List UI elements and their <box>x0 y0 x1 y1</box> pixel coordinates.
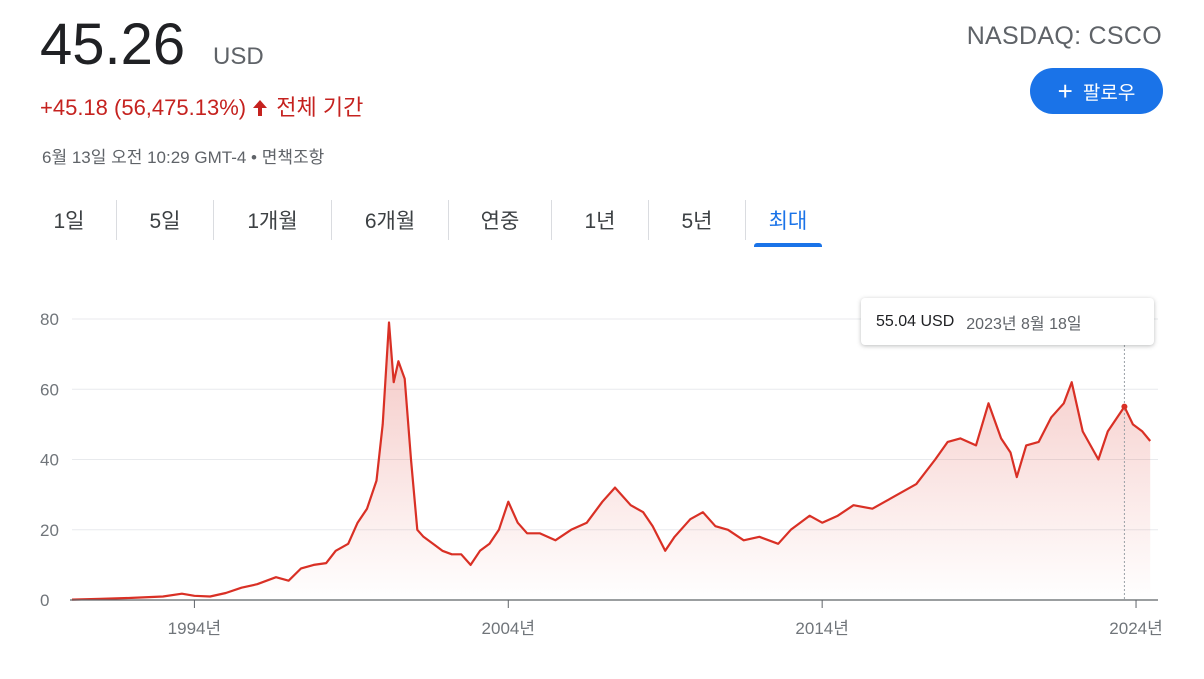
tab-1d[interactable]: 1일 <box>53 210 85 233</box>
follow-button[interactable]: + 팔로우 <box>1030 68 1163 114</box>
y-tick-label: 80 <box>40 310 59 329</box>
tab-divider <box>331 200 332 240</box>
tab-divider <box>745 200 746 240</box>
tab-divider <box>448 200 449 240</box>
chart-tooltip: 55.04 USD 2023년 8월 18일 <box>861 298 1154 345</box>
change-period: 전체 기간 <box>276 95 364 120</box>
tab-6m[interactable]: 6개월 <box>364 210 416 233</box>
y-tick-label: 40 <box>40 451 59 470</box>
quote-timestamp: 6월 13일 오전 10:29 GMT-4 • 면책조항 <box>42 148 325 167</box>
y-tick-label: 0 <box>40 591 49 610</box>
ticker-symbol: NASDAQ: CSCO <box>966 22 1162 50</box>
tab-divider <box>213 200 214 240</box>
arrow-up-icon <box>252 95 268 121</box>
tab-5y[interactable]: 5년 <box>681 210 713 233</box>
tooltip-value: 55.04 USD <box>876 312 955 330</box>
price-change: +45.18 (56,475.13%) 전체 기간 <box>40 90 363 122</box>
tab-ytd[interactable]: 연중 <box>480 210 520 233</box>
tab-divider <box>551 200 552 240</box>
tab-max[interactable]: 최대 <box>746 197 830 247</box>
x-tick-label: 2004년 <box>482 619 535 638</box>
tab-1m[interactable]: 1개월 <box>247 210 298 233</box>
range-tabs: 1일 5일 1개월 6개월 연중 1년 5년 최대 <box>22 197 830 247</box>
price-line <box>71 321 1152 601</box>
tab-divider <box>116 200 117 240</box>
tab-1y[interactable]: 1년 <box>584 210 616 233</box>
current-price: 45.26 <box>40 12 186 77</box>
y-tick-label: 20 <box>40 521 59 540</box>
tooltip-date: 2023년 8월 18일 <box>966 315 1082 333</box>
tab-5d[interactable]: 5일 <box>149 210 181 233</box>
x-tick-label: 1994년 <box>168 619 221 638</box>
price-chart[interactable]: 0 20 40 60 80 1994년 2004년 2014년 2024년 <box>0 280 1204 670</box>
price-change-value: +45.18 (56,475.13%) <box>40 95 247 120</box>
price-area <box>72 322 1151 600</box>
tab-max-label: 최대 <box>768 210 808 233</box>
active-tab-indicator <box>754 243 822 247</box>
tab-divider <box>648 200 649 240</box>
plus-icon: + <box>1057 76 1073 106</box>
y-tick-label: 60 <box>40 380 59 399</box>
price-currency: USD <box>213 43 264 70</box>
x-tick-label: 2024년 <box>1109 619 1162 638</box>
hover-point <box>1121 403 1128 410</box>
follow-label: 팔로우 <box>1082 82 1136 104</box>
x-tick-label: 2014년 <box>795 619 848 638</box>
